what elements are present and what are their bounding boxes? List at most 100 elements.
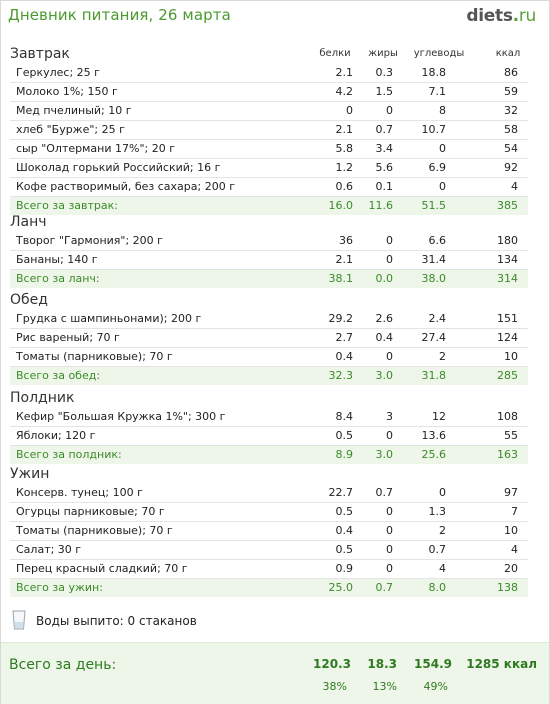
table-row[interactable]: хлеб "Бурже"; 25 г 2.1 0.7 10.7 58 xyxy=(10,121,528,140)
food-name[interactable]: Бананы; 140 г xyxy=(16,253,98,266)
section-title: Обед xyxy=(10,292,48,308)
cell-carbs: 6.9 xyxy=(428,161,447,174)
cell-kcal: 58 xyxy=(504,123,518,136)
table-row[interactable]: Мед пчелиный; 10 г 0 0 8 32 xyxy=(10,102,528,121)
cell-fat: 0 xyxy=(386,543,393,556)
section-title: Полдник xyxy=(10,390,75,406)
food-name[interactable]: Кефир "Большая Кружка 1%"; 300 г xyxy=(16,410,226,423)
food-name[interactable]: Яблоки; 120 г xyxy=(16,429,96,442)
cell-kcal: 10 xyxy=(504,524,518,537)
cell-kcal: 108 xyxy=(497,410,518,423)
food-name[interactable]: Консерв. тунец; 100 г xyxy=(16,486,143,499)
food-name[interactable]: Мед пчелиный; 10 г xyxy=(16,104,132,117)
food-name[interactable]: Томаты (парниковые); 70 г xyxy=(16,524,173,537)
cell-carbs: 12 xyxy=(432,410,446,423)
table-row[interactable]: Салат; 30 г 0.5 0 0.7 4 xyxy=(10,541,528,560)
food-name[interactable]: Творог "Гармония"; 200 г xyxy=(16,234,163,247)
table-row[interactable]: сыр "Олтермани 17%"; 20 г 5.8 3.4 0 54 xyxy=(10,140,528,159)
cell-carbs: 8.0 xyxy=(428,581,447,594)
table-row[interactable]: Геркулес; 25 г 2.1 0.3 18.8 86 xyxy=(10,64,528,83)
cell-fat: 0 xyxy=(386,350,393,363)
food-name[interactable]: Салат; 30 г xyxy=(16,543,82,556)
site-logo[interactable]: diets.ru xyxy=(466,6,536,26)
table-row[interactable]: Томаты (парниковые); 70 г 0.4 0 2 10 xyxy=(10,522,528,541)
cell-fat: 2.6 xyxy=(375,312,394,325)
food-name[interactable]: Рис вареный; 70 г xyxy=(16,331,120,344)
day-total-kcal: 1285 ккал xyxy=(466,657,537,671)
table-row[interactable]: Томаты (парниковые); 70 г 0.4 0 2 10 xyxy=(10,348,528,367)
cell-protein: 2.1 xyxy=(335,66,354,79)
food-name[interactable]: Перец красный сладкий; 70 г xyxy=(16,562,188,575)
cell-protein: 1.2 xyxy=(335,161,354,174)
table-row[interactable]: Кефир "Большая Кружка 1%"; 300 г 8.4 3 12 10… xyxy=(10,408,528,427)
table-row[interactable]: Грудка с шампиньонами); 200 г 29.2 2.6 2.4 1… xyxy=(10,310,528,329)
cell-carbs: 13.6 xyxy=(421,429,447,442)
cell-fat: 0 xyxy=(386,505,393,518)
table-row[interactable]: Рис вареный; 70 г 2.7 0.4 27.4 124 xyxy=(10,329,528,348)
table-row[interactable]: Шоколад горький Российский; 16 г 1.2 5.6 6.… xyxy=(10,159,528,178)
cell-carbs: 10.7 xyxy=(421,123,447,136)
water-text: Воды выпито: 0 стаканов xyxy=(36,614,197,628)
food-name[interactable]: Геркулес; 25 г xyxy=(16,66,100,79)
food-name[interactable]: Кофе растворимый, без сахара; 200 г xyxy=(16,180,235,193)
day-total-carbs-pct: 49% xyxy=(423,680,448,693)
food-name[interactable]: Огурцы парниковые; 70 г xyxy=(16,505,165,518)
cell-kcal: 180 xyxy=(497,234,518,247)
page-title: Дневник питания, 26 марта xyxy=(8,6,231,24)
food-name[interactable]: Шоколад горький Российский; 16 г xyxy=(16,161,221,174)
cell-fat: 0.7 xyxy=(375,123,394,136)
cell-fat: 0 xyxy=(386,253,393,266)
food-name[interactable]: Грудка с шампиньонами); 200 г xyxy=(16,312,202,325)
total-label: Всего за завтрак: xyxy=(16,199,119,212)
table-row[interactable]: Кофе растворимый, без сахара; 200 г 0.6 0.… xyxy=(10,178,528,197)
cell-carbs: 25.6 xyxy=(421,448,447,461)
cell-protein: 4.2 xyxy=(335,85,354,98)
table-row[interactable]: Перец красный сладкий; 70 г 0.9 0 4 20 xyxy=(10,560,528,579)
table-row[interactable]: Бананы; 140 г 2.1 0 31.4 134 xyxy=(10,251,528,270)
food-name[interactable]: сыр "Олтермани 17%"; 20 г xyxy=(16,142,175,155)
section-total-row: Всего за обед: 32.3 3.0 31.8 285 xyxy=(10,367,528,385)
cell-protein: 32.3 xyxy=(328,369,354,382)
day-total-carbs: 154.9 xyxy=(414,657,452,671)
cell-fat: 1.5 xyxy=(375,85,394,98)
cell-protein: 2.1 xyxy=(335,123,354,136)
cell-carbs: 18.8 xyxy=(421,66,447,79)
day-total-fat: 18.3 xyxy=(367,657,397,671)
food-name[interactable]: хлеб "Бурже"; 25 г xyxy=(16,123,125,136)
cell-fat: 0 xyxy=(386,104,393,117)
cell-kcal: 285 xyxy=(497,369,518,382)
total-label: Всего за полдник: xyxy=(16,448,122,461)
table-row[interactable]: Творог "Гармония"; 200 г 36 0 6.6 180 xyxy=(10,232,528,251)
glass-icon[interactable] xyxy=(12,610,26,630)
table-row[interactable]: Огурцы парниковые; 70 г 0.5 0 1.3 7 xyxy=(10,503,528,522)
cell-kcal: 4 xyxy=(511,543,518,556)
cell-carbs: 0.7 xyxy=(428,543,447,556)
section-title: Ужин xyxy=(10,466,50,482)
cell-protein: 2.7 xyxy=(335,331,354,344)
cell-protein: 8.4 xyxy=(335,410,354,423)
logo-dot: . xyxy=(512,6,519,26)
column-headers: белки жиры углеводы ккал xyxy=(0,48,550,62)
cell-kcal: 134 xyxy=(497,253,518,266)
cell-fat: 0 xyxy=(386,429,393,442)
day-total-fat-pct: 13% xyxy=(372,680,397,693)
cell-protein: 0.6 xyxy=(335,180,354,193)
day-total-protein-pct: 38% xyxy=(322,680,347,693)
cell-protein: 16.0 xyxy=(328,199,354,212)
food-name[interactable]: Томаты (парниковые); 70 г xyxy=(16,350,173,363)
food-name[interactable]: Молоко 1%; 150 г xyxy=(16,85,118,98)
day-total-protein: 120.3 xyxy=(313,657,351,671)
section-total-row: Всего за ланч: 38.1 0.0 38.0 314 xyxy=(10,270,528,288)
logo-tld: ru xyxy=(518,6,536,26)
cell-carbs: 1.3 xyxy=(428,505,447,518)
cell-carbs: 51.5 xyxy=(421,199,447,212)
cell-kcal: 163 xyxy=(497,448,518,461)
cell-kcal: 86 xyxy=(504,66,518,79)
table-row[interactable]: Яблоки; 120 г 0.5 0 13.6 55 xyxy=(10,427,528,446)
table-row[interactable]: Консерв. тунец; 100 г 22.7 0.7 0 97 xyxy=(10,484,528,503)
section-title: Завтрак xyxy=(10,46,70,62)
table-row[interactable]: Молоко 1%; 150 г 4.2 1.5 7.1 59 xyxy=(10,83,528,102)
header: Дневник питания, 26 марта diets.ru xyxy=(8,6,540,30)
column-header-carbs: углеводы xyxy=(413,48,465,59)
cell-fat: 0 xyxy=(386,234,393,247)
